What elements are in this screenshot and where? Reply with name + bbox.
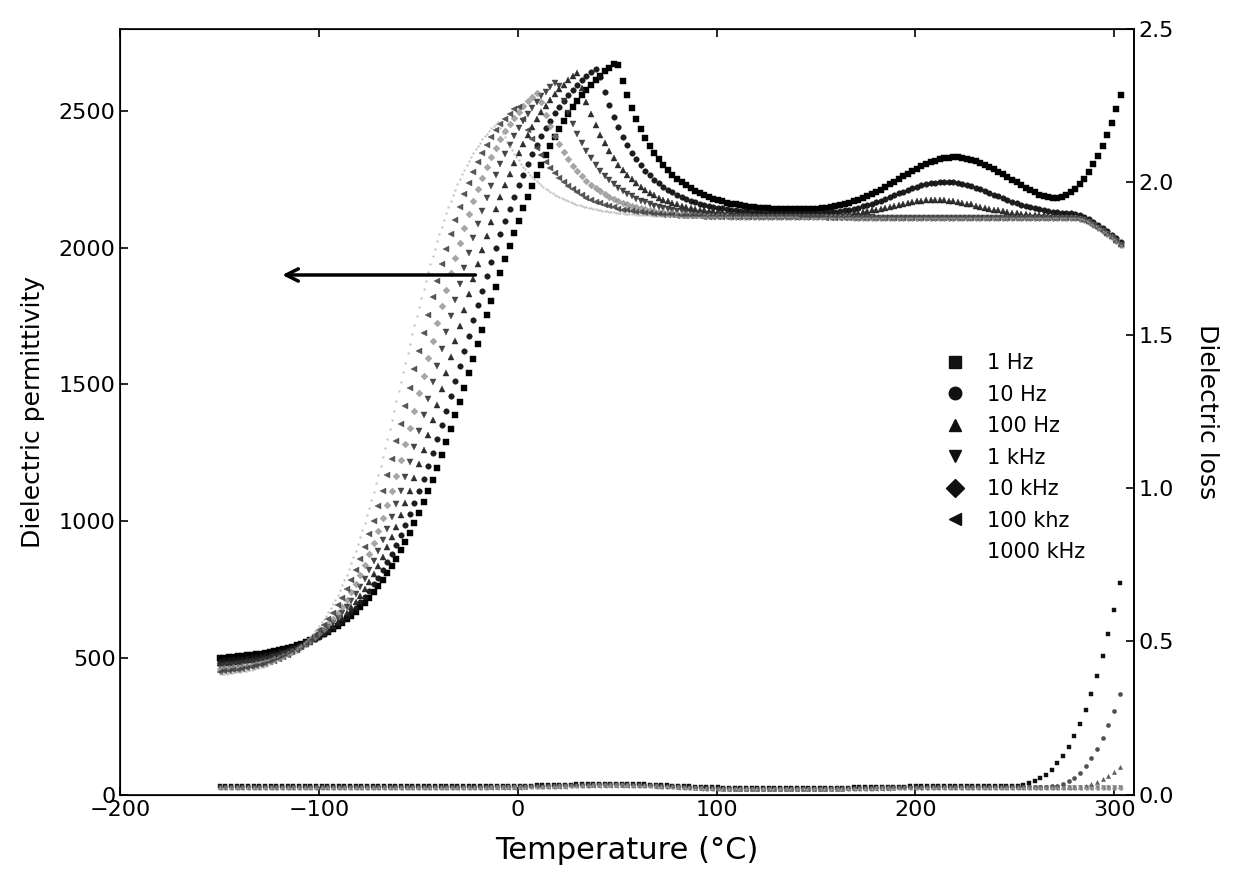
Legend: 1 Hz, 10 Hz, 100 Hz, 1 kHz, 10 kHz, 100 khz, 1000 kHz: 1 Hz, 10 Hz, 100 Hz, 1 kHz, 10 kHz, 100 … xyxy=(926,345,1094,571)
X-axis label: Temperature (°C): Temperature (°C) xyxy=(496,836,759,865)
Y-axis label: Dielectric loss: Dielectric loss xyxy=(1195,324,1219,500)
Y-axis label: Dielectric permittivity: Dielectric permittivity xyxy=(21,276,45,548)
